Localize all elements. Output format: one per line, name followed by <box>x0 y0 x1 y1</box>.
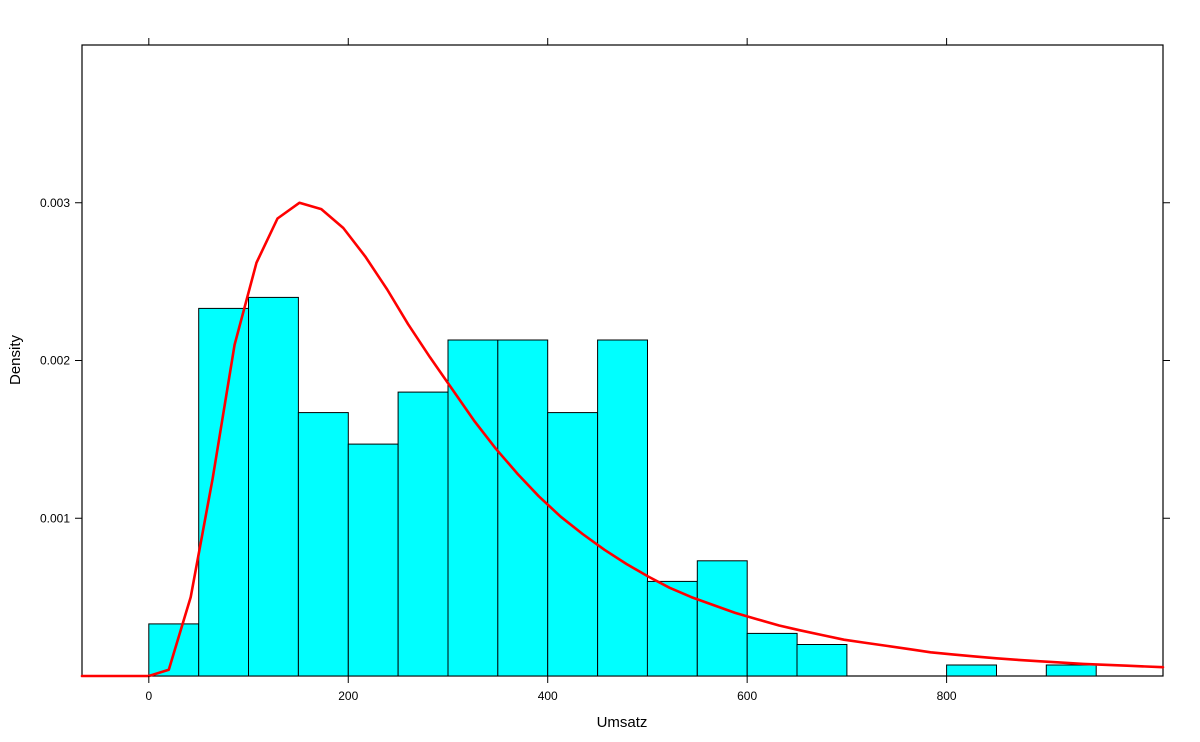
x-tick-label: 200 <box>338 689 358 703</box>
y-axis-title: Density <box>7 334 24 385</box>
density-curve-layer <box>80 201 1165 678</box>
histogram-bar <box>347 443 399 677</box>
x-axis: 0 200 400 600 800 <box>145 38 957 703</box>
histogram-bars <box>148 296 1097 677</box>
histogram-bar <box>1045 664 1097 677</box>
histogram-bar <box>696 560 748 677</box>
histogram-bar <box>447 339 499 677</box>
histogram-bar <box>746 632 798 677</box>
y-tick-label: 0.001 <box>40 511 70 525</box>
histogram-bar <box>397 391 449 677</box>
histogram-bar <box>597 339 648 677</box>
histogram-bar <box>248 296 299 677</box>
x-axis-title: Umsatz <box>597 714 648 731</box>
histogram-bar <box>547 412 599 677</box>
histogram-bar <box>198 307 250 677</box>
density-curve <box>80 201 1165 678</box>
y-tick-label: 0.002 <box>40 354 70 368</box>
x-tick-label: 800 <box>937 689 957 703</box>
histogram-bar <box>796 644 848 677</box>
y-axis: 0.001 0.002 0.003 <box>40 196 1170 525</box>
x-tick-label: 0 <box>145 689 152 703</box>
histogram-bar <box>297 412 349 677</box>
y-tick-label: 0.003 <box>40 196 70 210</box>
histogram-bar <box>946 664 997 677</box>
x-tick-label: 400 <box>538 689 558 703</box>
x-tick-label: 600 <box>737 689 757 703</box>
histogram-bar <box>148 623 200 677</box>
histogram-bar <box>497 339 549 677</box>
